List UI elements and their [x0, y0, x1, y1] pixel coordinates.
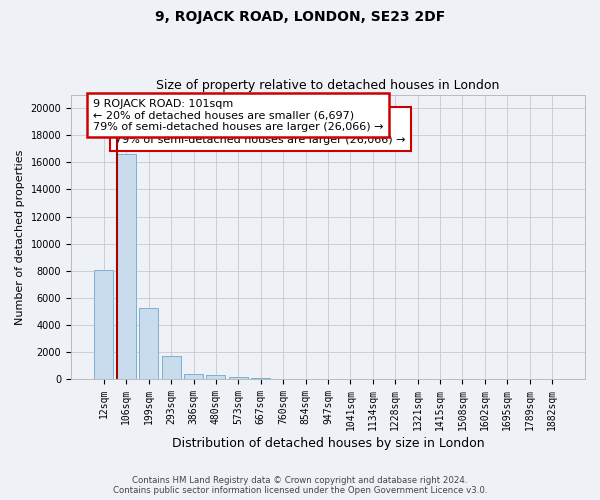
- Bar: [161, 356, 181, 379]
- Bar: [139, 308, 158, 379]
- Text: 9, ROJACK ROAD, LONDON, SE23 2DF: 9, ROJACK ROAD, LONDON, SE23 2DF: [155, 10, 445, 24]
- X-axis label: Distribution of detached houses by size in London: Distribution of detached houses by size …: [172, 437, 484, 450]
- Bar: [251, 378, 271, 379]
- Bar: [117, 154, 136, 379]
- Bar: [94, 270, 113, 379]
- Title: Size of property relative to detached houses in London: Size of property relative to detached ho…: [157, 79, 500, 92]
- Bar: [229, 377, 248, 379]
- Bar: [184, 374, 203, 379]
- Y-axis label: Number of detached properties: Number of detached properties: [15, 149, 25, 324]
- Bar: [206, 376, 226, 379]
- Text: 9 ROJACK ROAD: 101sqm
← 20% of detached houses are smaller (6,697)
79% of semi-d: 9 ROJACK ROAD: 101sqm ← 20% of detached …: [93, 98, 383, 132]
- Text: Contains HM Land Registry data © Crown copyright and database right 2024.
Contai: Contains HM Land Registry data © Crown c…: [113, 476, 487, 495]
- Text: 9 ROJACK ROAD: 101sqm
← 20% of detached houses are smaller (6,697)
79% of semi-d: 9 ROJACK ROAD: 101sqm ← 20% of detached …: [115, 112, 406, 146]
